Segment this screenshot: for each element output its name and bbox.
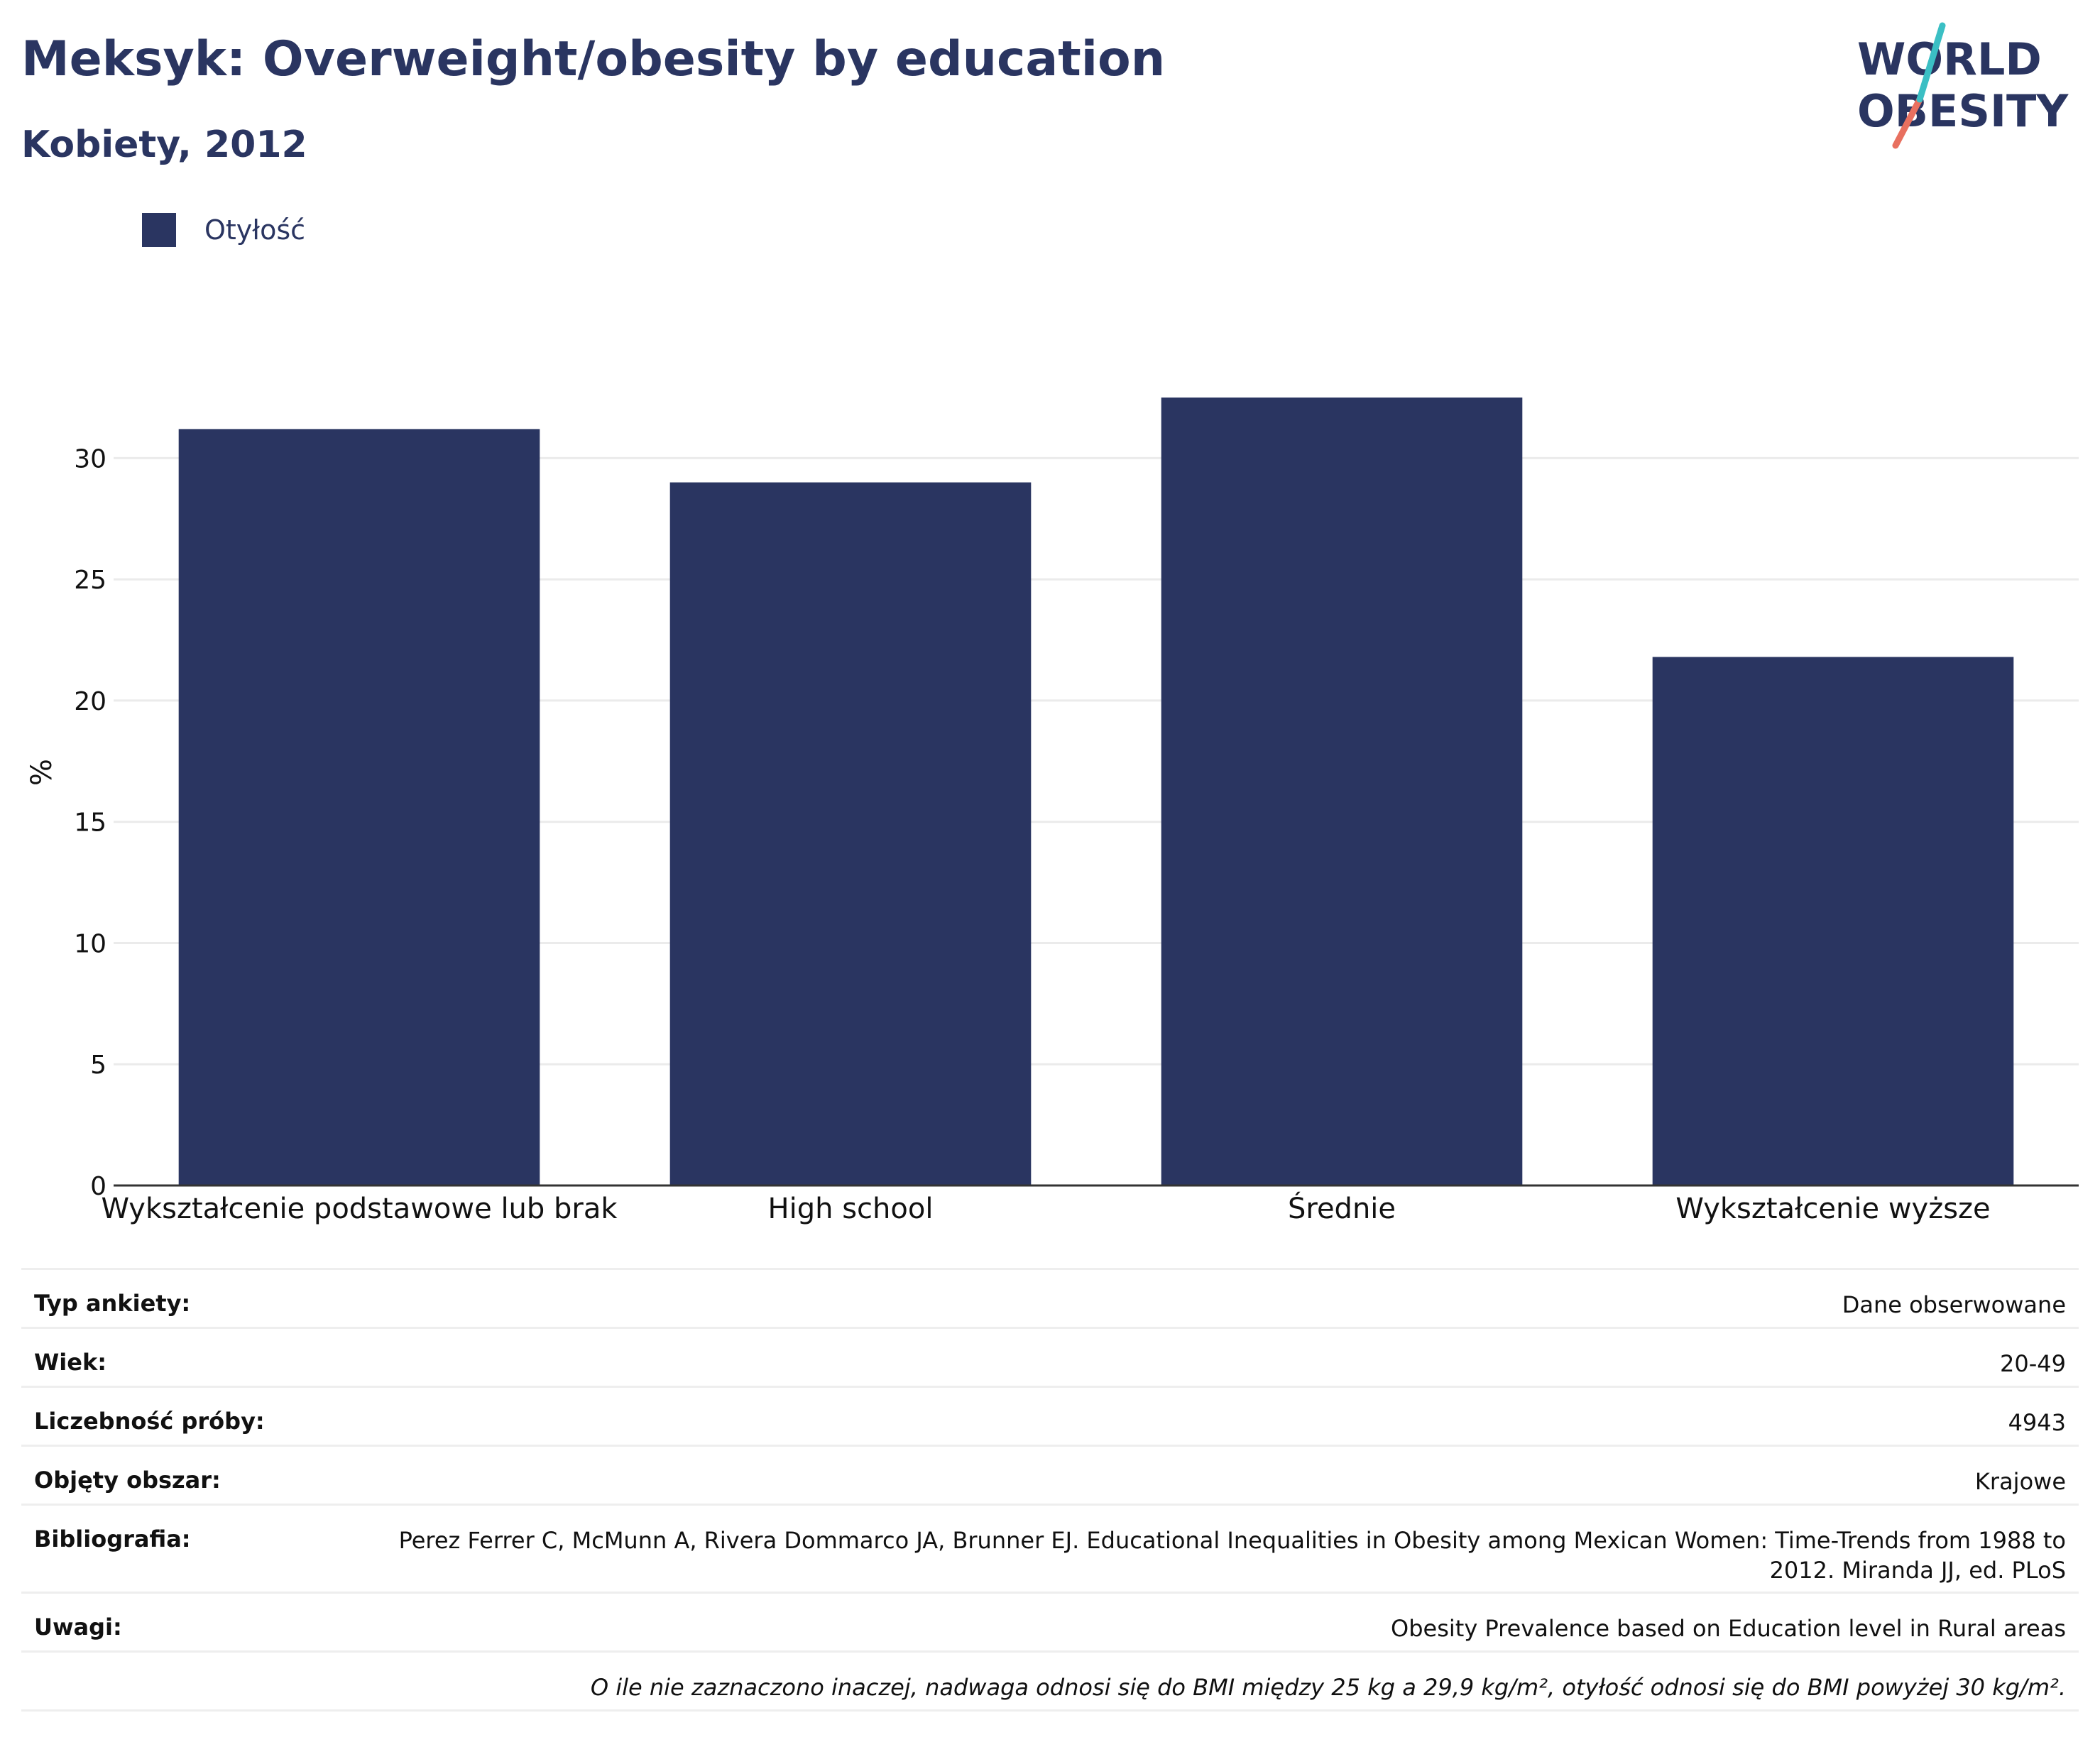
meta-value: 20-49 <box>2000 1350 2066 1377</box>
bars <box>178 398 2014 1185</box>
chart-legend[interactable]: Otyłość <box>142 210 305 250</box>
x-tick-label: Średnie <box>1288 1191 1396 1225</box>
footnote: O ile nie zaznaczono inaczej, nadwaga od… <box>590 1674 2066 1701</box>
meta-value: Krajowe <box>1974 1468 2066 1495</box>
metadata-table: Typ ankiety: Dane obserwowane Wiek: 20-4… <box>21 1268 2079 1712</box>
meta-row-footnote: O ile nie zaznaczono inaczej, nadwaga od… <box>21 1653 2079 1712</box>
bar <box>1652 657 2014 1185</box>
chart-title: Meksyk: Overweight/obesity by education <box>21 31 1166 87</box>
meta-value: 4943 <box>2008 1409 2066 1436</box>
y-tick-label: 15 <box>74 809 106 838</box>
y-tick-label: 30 <box>74 444 106 473</box>
meta-label: Bibliografia: <box>34 1526 191 1552</box>
meta-value: Obesity Prevalence based on Education le… <box>1391 1615 2066 1642</box>
legend-swatch <box>142 213 176 247</box>
bar <box>1161 398 1523 1185</box>
y-tick-label: 5 <box>90 1051 106 1080</box>
meta-value: Perez Ferrer C, McMunn A, Rivera Dommarc… <box>398 1527 2066 1584</box>
meta-row-notes: Uwagi: Obesity Prevalence based on Educa… <box>21 1594 2079 1653</box>
bar-chart: 0 5 10 15 20 25 30 Wykształcenie podstawowe lu… <box>26 398 2079 1225</box>
meta-label: Liczebność próby: <box>34 1408 265 1435</box>
meta-label: Typ ankiety: <box>34 1290 191 1317</box>
x-tick-labels: Wykształcenie podstawowe lub brak High sc… <box>101 1191 1990 1225</box>
x-tick-label: Wykształcenie wyższe <box>1675 1193 1990 1225</box>
bar <box>178 429 540 1185</box>
world-obesity-logo: WORLD OBESITY <box>1857 22 2069 149</box>
y-tick-label: 0 <box>90 1172 106 1201</box>
meta-label: Uwagi: <box>34 1614 122 1641</box>
meta-label: Objęty obszar: <box>34 1467 221 1494</box>
y-axis-label: % <box>26 759 58 786</box>
meta-label: Wiek: <box>34 1349 107 1376</box>
chart-subtitle: Kobiety, 2012 <box>21 124 307 166</box>
y-tick-labels: 0 5 10 15 20 25 30 <box>74 444 106 1201</box>
y-tick-label: 10 <box>74 929 106 958</box>
x-tick-label: Wykształcenie podstawowe lub brak <box>101 1193 618 1225</box>
meta-row-age: Wiek: 20-49 <box>21 1329 2079 1388</box>
logo-line1: WORLD <box>1857 33 2042 85</box>
logo-line2: OBESITY <box>1857 85 2069 137</box>
meta-value: Dane obserwowane <box>1842 1291 2066 1318</box>
logo-slash-coral <box>1892 96 1923 149</box>
x-tick-label: High school <box>768 1193 934 1225</box>
meta-row-survey-type: Typ ankiety: Dane obserwowane <box>21 1270 2079 1329</box>
y-tick-label: 25 <box>74 566 106 595</box>
meta-row-area: Objęty obszar: Krajowe <box>21 1447 2079 1506</box>
legend-label: Otyłość <box>204 214 306 246</box>
y-tick-label: 20 <box>74 687 106 716</box>
meta-row-bibliography: Bibliografia: Perez Ferrer C, McMunn A, … <box>21 1506 2079 1594</box>
logo-slash-teal <box>1916 22 1946 103</box>
meta-row-sample-size: Liczebność próby: 4943 <box>21 1388 2079 1447</box>
bar <box>669 482 1032 1185</box>
